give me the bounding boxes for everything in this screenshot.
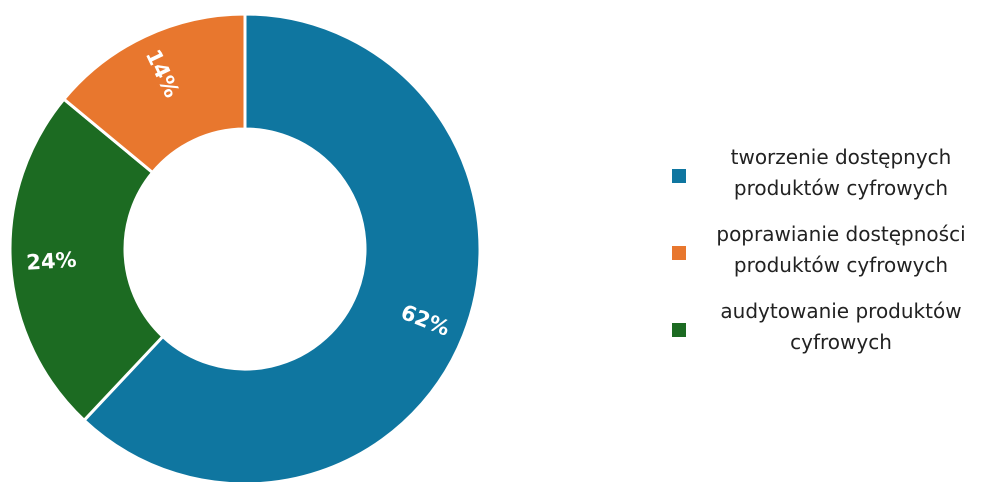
slice-1 xyxy=(8,97,165,423)
legend-item-2: audytowanie produktów cyfrowych xyxy=(672,296,1004,358)
legend-label-2: audytowanie produktów cyfrowych xyxy=(720,299,962,354)
legend: tworzenie dostępnych produktów cyfrowych… xyxy=(672,142,1004,373)
legend-swatch-1 xyxy=(672,246,686,260)
slice-2 xyxy=(61,12,247,175)
legend-item-0: tworzenie dostępnych produktów cyfrowych xyxy=(672,142,1004,204)
legend-label-0: tworzenie dostępnych produktów cyfrowych xyxy=(730,145,952,200)
slice-0 xyxy=(82,12,482,482)
legend-swatch-2 xyxy=(672,323,686,337)
slice-label-1: 24% xyxy=(26,248,78,275)
donut-chart: 62%24%14% xyxy=(8,12,482,482)
legend-item-1: poprawianie dostępności produktów cyfrow… xyxy=(672,219,1004,281)
legend-swatch-0 xyxy=(672,169,686,183)
legend-label-1: poprawianie dostępności produktów cyfrow… xyxy=(716,222,966,277)
